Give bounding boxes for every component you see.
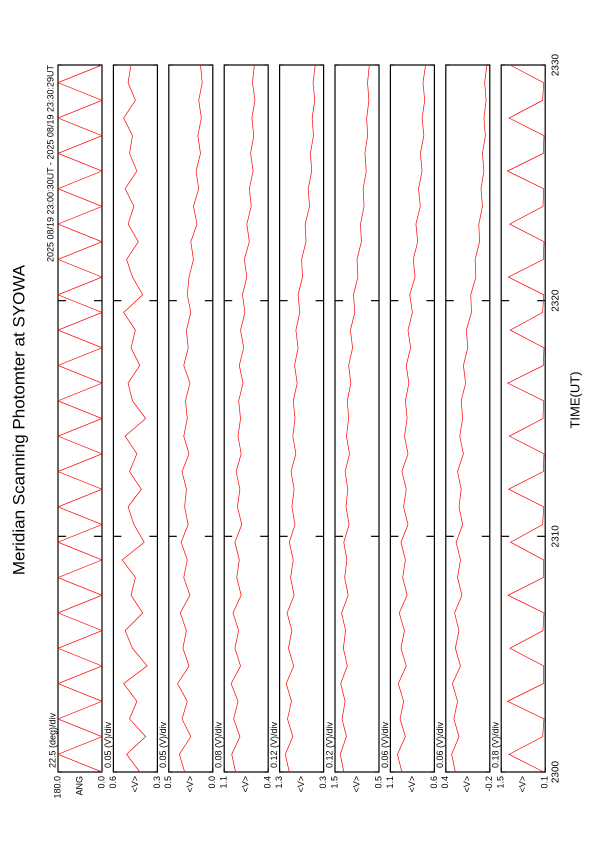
panel-scale: 0.05 (V)/div [158, 721, 168, 768]
panel-scale: 0.06 (V)/div [435, 721, 445, 768]
y-tick-label: 0.3 [152, 776, 162, 789]
y-tick-label: 1.5 [496, 776, 506, 789]
panel-scale: 0.08 (V)/div [214, 721, 224, 768]
y-axis-label: <V> [130, 776, 140, 793]
panel-frame [168, 64, 214, 773]
y-tick-label: 0.5 [373, 776, 383, 789]
data-line [284, 64, 316, 773]
y-axis-label: <V> [462, 776, 472, 793]
x-tick-label: 2320 [551, 289, 562, 312]
panel-scale: 0.12 (V)/div [324, 721, 334, 768]
y-tick-label: 1.1 [219, 776, 229, 789]
y-tick-label: 0.3 [318, 776, 328, 789]
data-line [230, 64, 256, 773]
x-axis-label: TIME(UT) [567, 371, 582, 428]
data-line [177, 64, 203, 773]
data-line [451, 64, 488, 773]
y-tick-label: 1.5 [329, 776, 339, 789]
chart-title: Meridian Scanning Photomter at SYOWA [9, 264, 28, 575]
data-line [339, 64, 370, 773]
data-line [57, 64, 103, 773]
y-tick-label: 0.5 [163, 776, 173, 789]
panel-frame [334, 64, 380, 773]
y-axis-label: <V> [241, 776, 251, 793]
y-tick-label: 0.1 [540, 776, 550, 789]
panel-scale: 22.5 (deg)/div [47, 712, 57, 768]
panel-frame [223, 64, 269, 773]
y-tick-label: 0.0 [207, 776, 217, 789]
data-line [397, 64, 426, 773]
y-axis-label: <V> [185, 776, 195, 793]
y-axis-label: <V> [296, 776, 306, 793]
y-tick-label: 0.4 [263, 776, 273, 789]
x-tick-label: 2300 [551, 760, 562, 783]
y-tick-label: 1.1 [385, 776, 395, 789]
panel-frame [112, 64, 159, 773]
x-tick-label: 2330 [551, 53, 562, 76]
chart-subtitle: 2025 08/19 23:00:30UT - 2025 08/19 23:30… [45, 65, 55, 262]
panel-frame [279, 64, 325, 773]
y-tick-label: 0.4 [440, 776, 450, 789]
panel-scale: 0.12 (V)/div [269, 721, 279, 768]
panel-frame [57, 64, 103, 773]
panel-scale: 0.18 (V)/div [491, 721, 501, 768]
y-axis-label: ANG [74, 776, 84, 796]
panel-frame [500, 64, 546, 773]
panel-scale: 0.05 (V)/div [103, 721, 113, 768]
y-axis-label: <V> [518, 776, 528, 793]
y-tick-label: 0.0 [96, 776, 106, 789]
y-tick-label: 180.0 [52, 776, 62, 799]
data-line [121, 64, 148, 773]
y-tick-label: 1.3 [274, 776, 284, 789]
y-tick-label: 0.6 [108, 776, 118, 789]
x-tick-label: 2310 [551, 525, 562, 548]
data-line [506, 64, 545, 773]
panel-frame [389, 64, 435, 773]
y-axis-label: <V> [351, 776, 361, 793]
y-tick-label: -0.2 [484, 776, 494, 792]
y-axis-label: <V> [407, 776, 417, 793]
panel-scale: 0.06 (V)/div [380, 721, 390, 768]
y-tick-label: 0.6 [429, 776, 439, 789]
panel-frame [445, 64, 491, 773]
